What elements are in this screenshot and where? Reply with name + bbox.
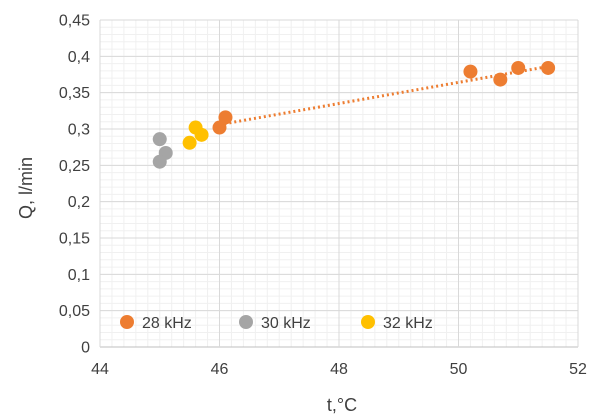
major-grid xyxy=(99,19,579,348)
x-tick-label: 52 xyxy=(569,361,587,378)
data-point xyxy=(511,60,526,75)
x-axis-title: t,°C xyxy=(327,395,357,415)
y-tick-label: 0,2 xyxy=(68,194,90,211)
trendlines xyxy=(219,65,549,127)
legend-marker-28khz xyxy=(120,315,134,329)
y-tick-label: 0,1 xyxy=(68,267,90,284)
legend-label-28khz: 28 kHz xyxy=(142,315,192,332)
legend-label-32khz: 32 kHz xyxy=(383,315,433,332)
y-tick-label: 0,4 xyxy=(68,49,90,66)
data-point xyxy=(194,127,209,142)
data-point xyxy=(152,154,167,169)
data-point xyxy=(218,110,233,125)
y-tick-label: 0,25 xyxy=(59,158,90,175)
data-points xyxy=(152,60,556,169)
data-point xyxy=(463,64,478,79)
x-axis-ticks: 44 46 48 50 52 xyxy=(91,361,587,378)
legend-item-30khz: 30 kHz xyxy=(239,315,311,332)
x-tick-label: 44 xyxy=(91,361,109,378)
x-tick-label: 48 xyxy=(330,361,348,378)
legend-label-30khz: 30 kHz xyxy=(261,315,311,332)
y-axis-title: Q, l/min xyxy=(16,157,36,219)
trendline xyxy=(219,65,549,127)
legend-marker-32khz xyxy=(361,315,375,329)
legend-item-28khz: 28 kHz xyxy=(120,315,192,332)
data-point xyxy=(152,132,167,147)
data-point xyxy=(493,72,508,87)
data-point xyxy=(212,120,227,135)
y-tick-label: 0,15 xyxy=(59,231,90,248)
y-tick-label: 0,05 xyxy=(59,303,90,320)
legend: 28 kHz 30 kHz 32 kHz xyxy=(120,315,433,332)
y-tick-label: 0 xyxy=(81,340,90,357)
y-axis-ticks: 0 0,05 0,1 0,15 0,2 0,25 0,3 0,35 0,4 0,45 xyxy=(59,13,90,357)
data-point xyxy=(541,60,556,75)
y-tick-label: 0,3 xyxy=(68,122,90,139)
legend-item-32khz: 32 kHz xyxy=(361,315,433,332)
y-tick-label: 0,45 xyxy=(59,13,90,30)
data-point xyxy=(182,135,197,150)
x-tick-label: 46 xyxy=(211,361,229,378)
x-tick-label: 50 xyxy=(450,361,468,378)
y-tick-label: 0,35 xyxy=(59,85,90,102)
legend-marker-30khz xyxy=(239,315,253,329)
